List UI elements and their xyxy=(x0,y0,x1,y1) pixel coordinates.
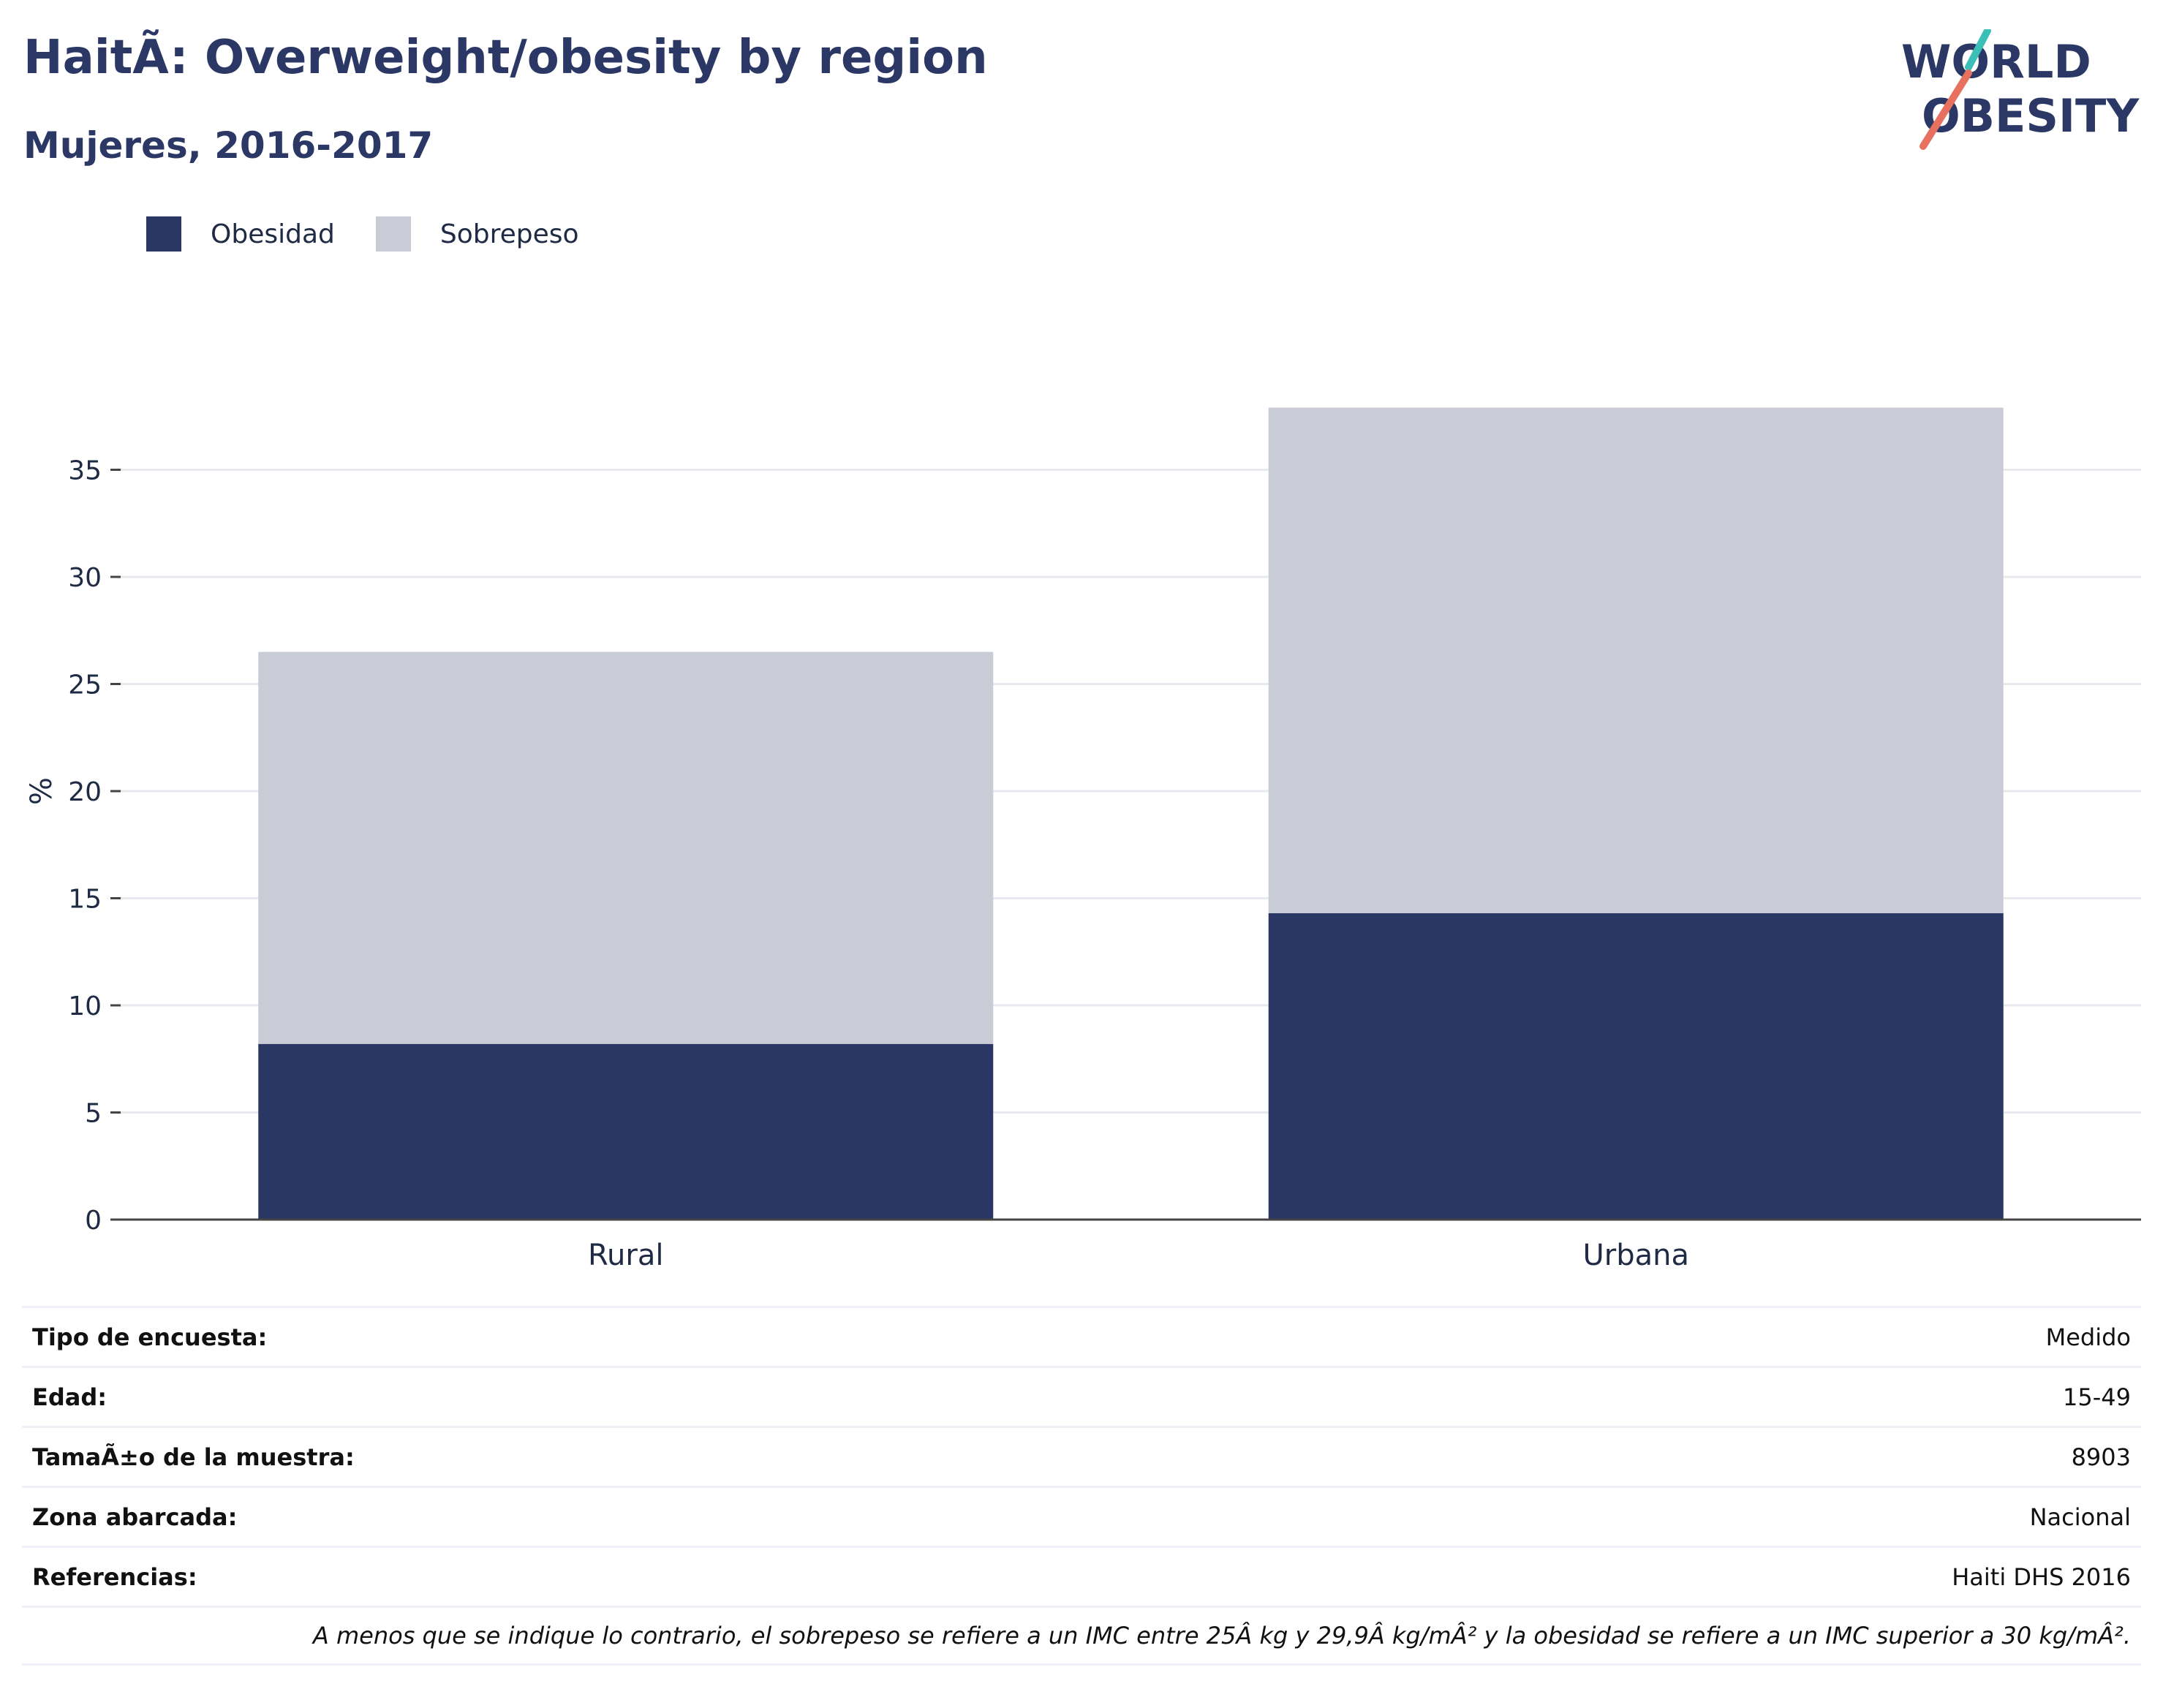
bars xyxy=(258,407,2004,1220)
info-value-area: Nacional xyxy=(2029,1503,2131,1531)
y-tick-label: 20 xyxy=(68,777,102,807)
logo-teal-slash xyxy=(1965,29,1991,71)
bar-sobrepeso-rural xyxy=(258,651,994,1044)
info-value-references: Haiti DHS 2016 xyxy=(1952,1562,2131,1591)
info-key-references: Referencias: xyxy=(32,1562,197,1591)
info-row: Edad: 15-49 xyxy=(22,1366,2141,1426)
axes: 0 5 10 15 20 25 30 35% Rural Urbana xyxy=(25,456,2141,1272)
chart-subtitle: Mujeres, 2016-2017 xyxy=(23,124,434,167)
logo-coral-slash xyxy=(1919,69,1972,150)
info-value-age: 15-49 xyxy=(2063,1383,2131,1411)
legend-swatch-sobrepeso xyxy=(375,216,411,252)
legend-label-obesidad: Obesidad xyxy=(211,219,335,249)
info-row: Zona abarcada: Nacional xyxy=(22,1486,2141,1546)
bar-chart: 0 5 10 15 20 25 30 35% Rural Urbana xyxy=(25,407,2141,1272)
info-key-age: Edad: xyxy=(32,1383,107,1411)
info-key-sample-size: TamaÃ±o de la muestra: xyxy=(32,1443,355,1471)
y-tick-label: 25 xyxy=(68,670,102,700)
legend-item-obesidad[interactable]: Obesidad xyxy=(146,216,335,252)
info-row: Tipo de encuesta: Medido xyxy=(22,1306,2141,1366)
definition-note: A menos que se indique lo contrario, el … xyxy=(22,1606,2141,1666)
legend: Obesidad Sobrepeso xyxy=(146,216,620,252)
y-tick-label: 15 xyxy=(68,885,102,915)
legend-item-sobrepeso[interactable]: Sobrepeso xyxy=(375,216,579,252)
info-key-area: Zona abarcada: xyxy=(32,1503,238,1531)
info-value-survey-type: Medido xyxy=(2045,1323,2131,1351)
y-axis-label: % xyxy=(25,777,58,805)
world-obesity-logo: WORLD OBESITY xyxy=(1901,29,2140,150)
info-row: TamaÃ±o de la muestra: 8903 xyxy=(22,1426,2141,1486)
y-tick-label: 10 xyxy=(68,991,102,1021)
y-tick-label: 0 xyxy=(85,1206,102,1236)
y-tick-label: 5 xyxy=(85,1099,102,1129)
info-value-sample-size: 8903 xyxy=(2071,1443,2131,1471)
x-tick-label: Urbana xyxy=(1583,1239,1690,1272)
legend-swatch-obesidad xyxy=(146,216,181,252)
y-tick-label: 35 xyxy=(68,456,102,486)
bar-obesidad-rural xyxy=(258,1043,994,1220)
bar-sobrepeso-urbana xyxy=(1268,407,2004,914)
logo-text-world: WORLD xyxy=(1901,35,2091,88)
chart-title: HaitÃ: Overweight/obesity by region xyxy=(23,31,988,85)
bar-obesidad-urbana xyxy=(1268,913,2004,1220)
info-key-survey-type: Tipo de encuesta: xyxy=(32,1323,268,1351)
survey-info-table: Tipo de encuesta: Medido Edad: 15-49 Tam… xyxy=(22,1306,2141,1666)
info-row: Referencias: Haiti DHS 2016 xyxy=(22,1546,2141,1606)
x-tick-label: Rural xyxy=(588,1239,663,1272)
legend-label-sobrepeso: Sobrepeso xyxy=(439,219,579,249)
y-tick-label: 30 xyxy=(68,563,102,593)
logo-text-obesity: OBESITY xyxy=(1922,89,2140,143)
